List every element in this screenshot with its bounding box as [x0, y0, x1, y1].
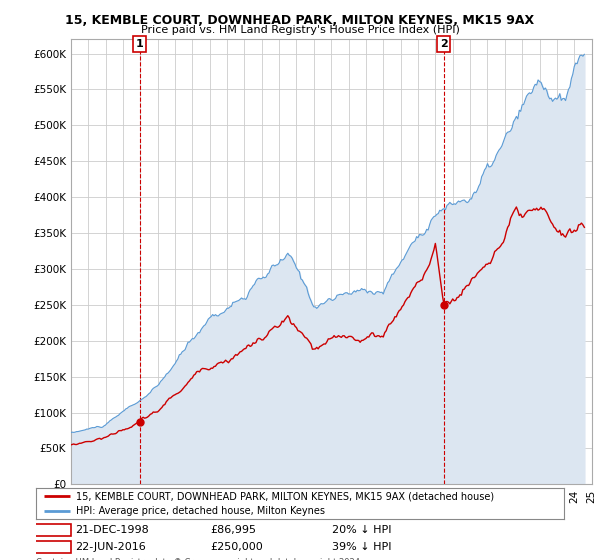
Text: 39% ↓ HPI: 39% ↓ HPI: [332, 542, 391, 552]
Text: 15, KEMBLE COURT, DOWNHEAD PARK, MILTON KEYNES, MK15 9AX: 15, KEMBLE COURT, DOWNHEAD PARK, MILTON …: [65, 14, 535, 27]
Text: 20% ↓ HPI: 20% ↓ HPI: [332, 525, 391, 535]
FancyBboxPatch shape: [35, 541, 71, 553]
Text: 22-JUN-2016: 22-JUN-2016: [76, 542, 146, 552]
Text: 2: 2: [440, 39, 448, 49]
FancyBboxPatch shape: [35, 524, 71, 536]
Text: Price paid vs. HM Land Registry's House Price Index (HPI): Price paid vs. HM Land Registry's House …: [140, 25, 460, 35]
Text: HPI: Average price, detached house, Milton Keynes: HPI: Average price, detached house, Milt…: [76, 506, 325, 516]
Text: 1: 1: [49, 525, 57, 535]
Text: £86,995: £86,995: [210, 525, 256, 535]
Text: £250,000: £250,000: [210, 542, 263, 552]
Text: 2: 2: [49, 542, 57, 552]
Text: 15, KEMBLE COURT, DOWNHEAD PARK, MILTON KEYNES, MK15 9AX (detached house): 15, KEMBLE COURT, DOWNHEAD PARK, MILTON …: [76, 491, 494, 501]
Text: 1: 1: [136, 39, 143, 49]
Text: 21-DEC-1998: 21-DEC-1998: [76, 525, 149, 535]
Text: Contains HM Land Registry data © Crown copyright and database right 2024.: Contains HM Land Registry data © Crown c…: [36, 558, 362, 560]
